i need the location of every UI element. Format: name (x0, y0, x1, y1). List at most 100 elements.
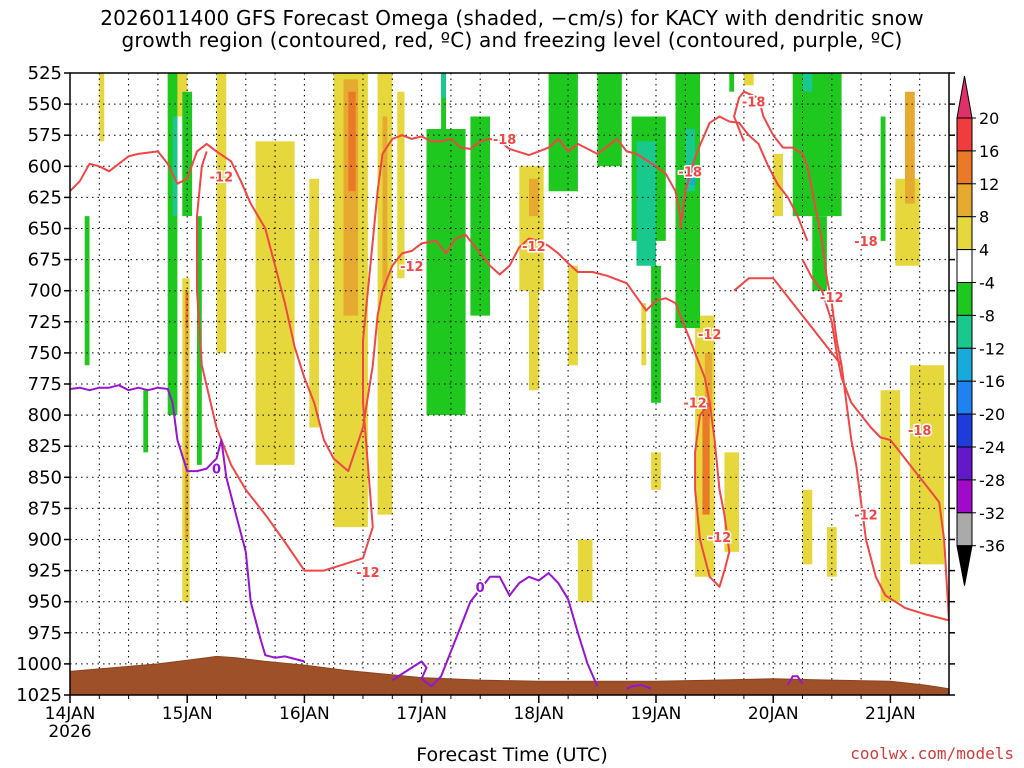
contour-label: -12 (210, 170, 234, 185)
contour-label: -12 (522, 240, 546, 255)
omega-region (441, 73, 446, 98)
dgz-contour-line (196, 115, 809, 572)
dgz-contour-line (733, 277, 843, 366)
omega-region (812, 216, 827, 291)
x-tick-label: 18JAN (513, 704, 564, 724)
omega-region (729, 73, 735, 92)
dgz-contours (70, 90, 949, 622)
y-tick-label: 550 (28, 94, 62, 115)
contour-label: -18 (854, 235, 878, 250)
colorbar-label: -36 (979, 537, 1005, 556)
colorbar-label: 12 (979, 175, 999, 194)
omega-region (397, 91, 405, 279)
omega-region (675, 73, 700, 328)
colorbar-segment (956, 249, 973, 284)
omega-region (529, 290, 539, 391)
y-tick-label: 1025 (16, 685, 62, 706)
freezing-contour-line (70, 384, 305, 663)
colorbar-segment (956, 216, 973, 251)
y-tick-label: 850 (28, 467, 62, 488)
colorbar-label: -24 (979, 438, 1005, 457)
dgz-contour-line (694, 402, 731, 588)
omega-region (743, 73, 754, 86)
contour-label: -12 (854, 509, 878, 524)
omega-region (905, 91, 915, 204)
dgz-contour-line (733, 90, 949, 622)
colorbar-segment (956, 117, 973, 152)
colorbar-segment (956, 512, 973, 547)
colorbar-segment (956, 479, 973, 514)
colorbar-label: 20 (979, 109, 999, 128)
y-tick-label: 950 (28, 592, 62, 613)
contour-label: -12 (400, 260, 424, 275)
contour-label: -12 (356, 566, 380, 581)
y-tick-label: 875 (28, 498, 62, 519)
omega-region (651, 452, 661, 490)
omega-region (568, 265, 578, 366)
omega-region (641, 303, 647, 366)
colorbar-label: -20 (979, 405, 1005, 424)
omega-region (143, 390, 149, 453)
colorbar-label: 16 (979, 142, 999, 161)
omega-region (792, 73, 842, 217)
omega-shading (84, 73, 945, 602)
x-tick-label: 20JAN (748, 704, 799, 724)
y-tick-label: 825 (28, 436, 62, 457)
y-tick-label: 675 (28, 250, 62, 271)
y-tick-label: 800 (28, 405, 62, 426)
y-tick-label: 900 (28, 530, 62, 551)
credit-text: coolwx.com/models (850, 744, 1014, 763)
y-tick-label: 625 (28, 187, 62, 208)
freezing-contour-line (626, 684, 652, 690)
contour-label: 0 (212, 463, 221, 478)
colorbar-segment (956, 150, 973, 185)
x-tick-label: 14JAN (45, 704, 96, 724)
omega-region (909, 365, 945, 565)
omega-region (702, 402, 710, 515)
contour-label: -12 (683, 397, 707, 412)
contour-label: 0 (476, 581, 485, 596)
omega-region (880, 116, 886, 241)
y-tick-label: 725 (28, 312, 62, 333)
contour-label: -12 (820, 291, 844, 306)
omega-region (802, 73, 813, 92)
omega-region (382, 116, 388, 291)
omega-region (577, 539, 593, 602)
colorbar-label: -8 (979, 306, 995, 325)
omega-region (724, 452, 739, 552)
omega-region (99, 73, 105, 142)
omega-region (216, 73, 227, 353)
colorbar-label: 4 (979, 241, 989, 260)
contour-label: -12 (708, 531, 732, 546)
contour-label: -18 (908, 424, 932, 439)
y-axis: 525 550 575 600 625 650 675 700 725 750 775 800 825 8… (16, 63, 955, 706)
omega-region (377, 73, 393, 515)
y-tick-label: 575 (28, 125, 62, 146)
freezing-contour-line (787, 675, 804, 686)
y-tick-label: 1000 (16, 654, 62, 675)
colorbar-segment (956, 282, 973, 316)
y-tick-label: 750 (28, 343, 62, 364)
omega-region (185, 290, 189, 328)
colorbar-bottom-arrow (956, 545, 973, 586)
x-tick-label: 19JAN (631, 704, 682, 724)
omega-region (880, 390, 901, 602)
x-tick-sublabel: 2026 (48, 722, 91, 742)
omega-region (802, 489, 813, 565)
x-axis-label: Forecast Time (UTC) (416, 744, 608, 766)
omega-region (548, 73, 578, 192)
contour-label: -18 (493, 133, 517, 148)
omega-region (597, 73, 622, 167)
chart-title-line-2: growth region (contoured, red, ºC) and f… (121, 28, 903, 52)
colorbar-label: -4 (979, 274, 995, 293)
contour-label: -18 (678, 165, 702, 180)
colorbar-segment (956, 413, 973, 448)
x-tick-label: 21JAN (865, 704, 916, 724)
colorbar-label: -12 (979, 339, 1005, 358)
x-tick-label: 16JAN (279, 704, 330, 724)
contour-labels: -12 -12 -18 -12 -18 -18 -12 -12 -12 -18 -12 -12 -18 -… (208, 94, 933, 597)
y-tick-label: 775 (28, 374, 62, 395)
y-tick-label: 700 (28, 281, 62, 302)
omega-region (636, 141, 656, 266)
